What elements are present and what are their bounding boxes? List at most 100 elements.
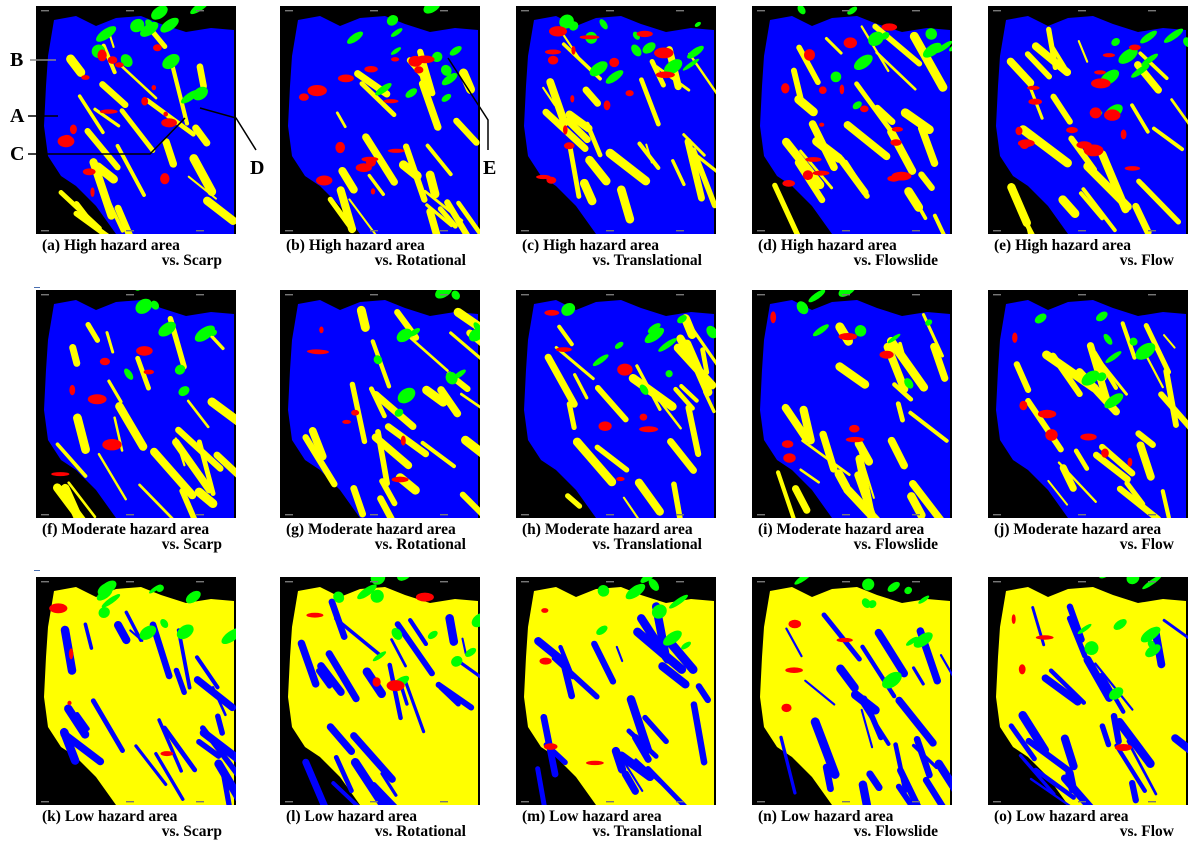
hazard-zone-streak [690, 701, 708, 766]
overlap-patch [298, 93, 309, 101]
hazard-zone-streak [73, 210, 110, 234]
hazard-zone-streak [73, 413, 90, 454]
hazard-zone-streak [317, 662, 345, 696]
hazard-zone-streak [449, 331, 480, 361]
frame-tick [1148, 10, 1156, 12]
caption-subtitle: vs. Flow [1119, 536, 1174, 553]
hazard-zone-streak [615, 645, 624, 663]
frame-tick [440, 801, 448, 803]
landslide-patch [140, 21, 159, 37]
landslide-patch [1126, 577, 1140, 585]
landslide-patch [1145, 644, 1161, 658]
frame-tick [993, 230, 1001, 232]
landslide-patch [396, 328, 412, 343]
hazard-zone-streak [1145, 354, 1164, 389]
frame-tick [993, 10, 1001, 12]
landslide-patch [614, 341, 624, 349]
frame-tick [757, 801, 765, 803]
hazard-zone-streak [120, 65, 158, 100]
hazard-zone-streak [170, 65, 190, 126]
hazard-zone-streak [887, 436, 908, 470]
hazard-zone-streak [534, 637, 569, 667]
landslide-patch [797, 6, 806, 15]
hazard-zone-streak [338, 166, 358, 194]
overlap-patch [307, 85, 327, 97]
hazard-zone-streak [1077, 40, 1089, 63]
hazard-zone-streak [824, 37, 843, 55]
overlap-patch [616, 476, 625, 482]
overlap-patch [1076, 141, 1092, 149]
hazard-zone-streak [64, 704, 90, 739]
overlap-patch [782, 180, 795, 187]
hazard-zone-streak [895, 783, 915, 805]
frame-tick [757, 581, 765, 583]
overlap-patch [655, 71, 675, 79]
hazard-zone-streak [425, 143, 453, 177]
overlap-patch [541, 608, 549, 613]
hazard-zone-streak [895, 401, 905, 423]
hazard-zone-streak [1170, 98, 1188, 125]
landslide-patch [471, 612, 480, 628]
hazard-zone-streak [1130, 103, 1150, 134]
landslide-patch [1084, 641, 1099, 656]
hazard-zone-streak [326, 723, 356, 755]
hazard-zone-streak [617, 751, 655, 782]
landslide-patch [599, 19, 608, 30]
overlap-patch [153, 44, 162, 52]
overlap-patch [391, 57, 400, 62]
hazard-zone-streak [874, 104, 896, 125]
landslide-patch [347, 31, 364, 44]
landslide-patch [130, 18, 145, 33]
frame-tick [440, 581, 448, 583]
hazard-zone-streak [642, 714, 669, 745]
hazard-zone-streak [1129, 779, 1139, 804]
caption-subtitle: vs. Scarp [161, 252, 222, 269]
hazard-zone-streak [626, 695, 652, 754]
hazard-zone-streak [637, 141, 661, 170]
frame-tick [196, 514, 204, 516]
overlap-patch [1104, 109, 1121, 121]
hazard-zone-streak [554, 345, 595, 381]
hazard-zone-streak [585, 155, 611, 186]
landslide-patch [568, 21, 579, 31]
overlap-patch [843, 37, 857, 49]
landslide-patch [435, 290, 453, 299]
hazard-zone-streak [375, 429, 390, 487]
hazard-zone-streak [1058, 195, 1080, 219]
frame-tick [440, 514, 448, 516]
hazard-zone-streak [1143, 323, 1172, 375]
hazard-zone-streak [858, 451, 875, 499]
hazard-zone-streak [605, 148, 651, 186]
hazard-zone-streak [781, 403, 810, 443]
hazard-zone-streak [634, 478, 664, 516]
hazard-zone-streak [822, 763, 834, 793]
landslide-patch [185, 590, 201, 604]
hazard-zone-streak [1033, 767, 1076, 800]
overlap-patch [547, 55, 559, 65]
frame-tick [993, 581, 1001, 583]
hazard-zone-streak [1092, 451, 1131, 483]
hazard-zone-streak [162, 725, 198, 773]
hazard-zone-streak [1031, 42, 1072, 77]
frame-tick [1078, 10, 1086, 12]
hazard-zone-streak [579, 178, 597, 206]
overlap-patch [68, 648, 74, 660]
landslide-patch [904, 378, 914, 389]
landslide-patch [174, 364, 186, 375]
landslide-patch [445, 371, 458, 385]
hazard-zone-streak [1162, 618, 1188, 640]
hazard-zone-streak [1025, 737, 1073, 775]
hazard-zone-streak [213, 451, 236, 478]
hazard-zone-streak [105, 331, 115, 354]
caption-title: (h) Moderate hazard area [522, 521, 693, 538]
hazard-zone-streak [591, 640, 617, 685]
panel-caption: (n) Low hazard area vs. Flowslide [752, 809, 952, 840]
overlap-patch [143, 369, 154, 375]
frame-tick [41, 230, 49, 232]
overlap-patch [1094, 70, 1106, 75]
landslide-patch [120, 54, 133, 67]
landslide-patch [913, 632, 933, 648]
frame-tick [196, 801, 204, 803]
overlap-patch [1080, 433, 1097, 441]
frame-tick [370, 10, 378, 12]
